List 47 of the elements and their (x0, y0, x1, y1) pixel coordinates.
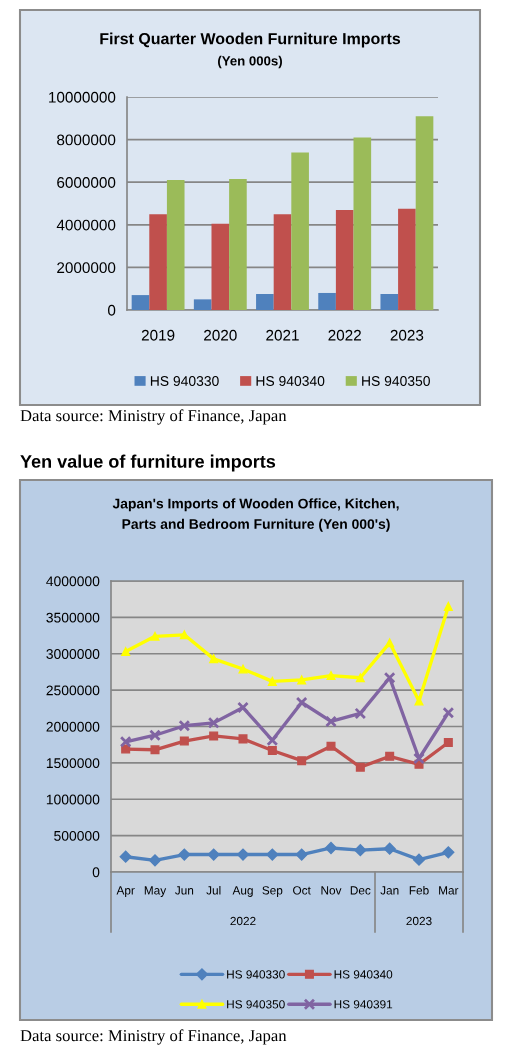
legend-label: HS 940340 (334, 970, 393, 979)
y-tick-label: 8000000 (57, 134, 116, 146)
chart-title: Yen value of furniture imports (20, 454, 276, 472)
chart-title: First Quarter Wooden Furniture Imports (100, 32, 401, 48)
legend-label: HS 940350 (227, 1000, 285, 1009)
y-tick-label: 4000000 (46, 576, 100, 587)
y-tick-label: 10000000 (49, 91, 116, 103)
legend-label: HS 940330 (150, 376, 219, 386)
legend-label: HS 940340 (256, 376, 325, 386)
x-tick-label: Apr (116, 886, 135, 897)
x-tick-label: Jul (206, 885, 221, 895)
x-tick-label: Aug (232, 886, 253, 897)
x-tick-label: Jan (380, 886, 399, 895)
legend-label: HS 940391 (334, 1000, 393, 1009)
y-tick-label: 2000000 (57, 262, 116, 274)
x-tick-label: 2019 (141, 329, 175, 341)
x-tick-label: Sep (262, 886, 283, 897)
chart-subtitle: Japan's Imports of Wooden Office, Kitchen, Parts and Bedroom Furniture (Yen 000's) (112, 498, 399, 532)
source-note: Data source: Ministry of Finance, Japan (20, 1029, 287, 1045)
x-tick-label: Mar (439, 886, 459, 895)
legend-label: HS 940350 (362, 376, 430, 386)
chart-subtitle: (Yen 000s) (218, 55, 282, 69)
y-tick-label: 3500000 (46, 612, 100, 623)
y-tick-label: 0 (92, 867, 100, 878)
y-tick-label: 2500000 (46, 685, 100, 696)
x-tick-label: 2023 (390, 329, 424, 341)
x-tick-label: May (144, 886, 167, 897)
y-tick-label: 1000000 (46, 794, 100, 805)
x-tick-label: Oct (293, 886, 311, 895)
source-note: Data source: Ministry of Finance, Japan (20, 409, 287, 425)
legend-label: HS 940330 (227, 970, 285, 979)
x-tick-label: 2022 (328, 329, 361, 341)
y-tick-label: 3000000 (46, 649, 100, 659)
y-tick-label: 1500000 (46, 758, 100, 769)
x-tick-label: Dec (350, 886, 371, 895)
x-tick-label: 2020 (204, 329, 237, 341)
y-tick-label: 4000000 (56, 219, 116, 231)
text: 2023 (406, 916, 432, 926)
x-tick-label: Nov (321, 886, 342, 895)
y-tick-label: 2000000 (46, 721, 100, 732)
y-tick-label: 500000 (54, 830, 100, 841)
x-tick-label: 2021 (266, 329, 299, 341)
x-tick-label: Jun (175, 886, 194, 895)
text: 2022 (230, 916, 256, 926)
x-tick-label: Feb (409, 885, 429, 895)
y-tick-label: 6000000 (57, 177, 116, 188)
y-tick-label: 0 (107, 304, 116, 316)
